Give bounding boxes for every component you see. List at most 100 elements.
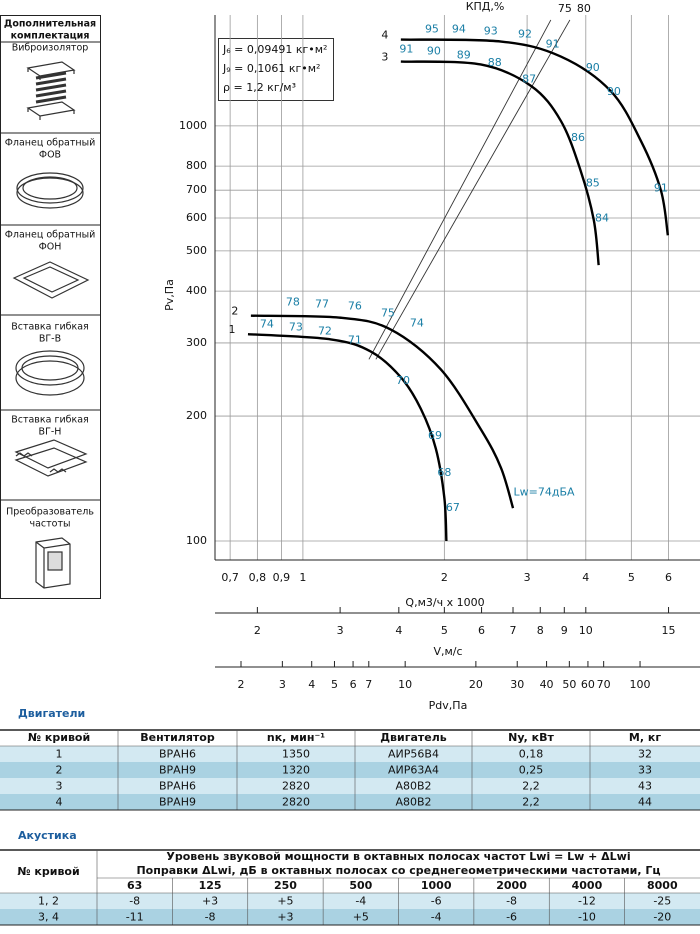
- table-cell: -4: [431, 911, 442, 924]
- secondary-tick-label: 10: [398, 678, 412, 691]
- table-row: [0, 893, 700, 909]
- table-header: Вентилятор: [140, 731, 215, 744]
- efficiency-label: 94: [452, 23, 466, 36]
- efficiency-label: 74: [410, 317, 424, 330]
- annotation: Lw=74дБА: [514, 485, 575, 498]
- efficiency-label: 91: [654, 181, 668, 194]
- secondary-axis-title: Pdv,Па: [429, 699, 468, 712]
- secondary-tick-label: 7: [365, 678, 372, 691]
- guide-line: [368, 19, 552, 360]
- y-tick-label: 1000: [179, 119, 207, 132]
- table-header: 1000: [421, 879, 452, 892]
- x-tick-label: 5: [628, 571, 635, 584]
- secondary-axis-title: V,м/с: [433, 645, 462, 658]
- icon-insert-vgn: [14, 439, 88, 477]
- secondary-tick-label: 2: [238, 678, 245, 691]
- table-cell: +5: [353, 911, 369, 924]
- table-cell: 2820: [282, 796, 310, 809]
- curve: [400, 60, 600, 266]
- icon-flange-fov: [16, 172, 84, 209]
- efficiency-label: 95: [425, 23, 439, 36]
- secondary-tick-label: 20: [469, 678, 483, 691]
- efficiency-label: 92: [518, 28, 532, 41]
- secondary-tick-label: 7: [510, 624, 517, 637]
- table-header: 250: [274, 879, 297, 892]
- table-header: 500: [349, 879, 372, 892]
- table-cell: -8: [205, 911, 216, 924]
- y-tick-label: 300: [186, 336, 207, 349]
- efficiency-label: 77: [315, 298, 329, 311]
- table-header: 4000: [572, 879, 603, 892]
- table-cell: А80В2: [395, 796, 431, 809]
- table-cell: 4: [56, 796, 63, 809]
- table-cell: 44: [638, 796, 652, 809]
- table-row: [0, 762, 700, 778]
- table-header: Двигатель: [380, 731, 447, 744]
- efficiency-label: 85: [586, 176, 600, 189]
- y-tick-label: 200: [186, 409, 207, 422]
- table-cell: -12: [578, 895, 596, 908]
- y-tick-label: 700: [186, 183, 207, 196]
- table-header: Поправки ΔLwi, дБ в октавных полосах со …: [136, 864, 660, 877]
- x-tick-label: 0,7: [221, 571, 239, 584]
- efficiency-label: 78: [286, 296, 300, 309]
- info-line: ρ = 1,2 кг/м³: [223, 81, 296, 94]
- sidebar-item-label: ФОВ: [39, 150, 61, 161]
- y-tick-label: 600: [186, 211, 207, 224]
- table-cell: 1350: [282, 748, 310, 761]
- curve-label: 3: [381, 51, 388, 64]
- table-cell: -4: [355, 895, 366, 908]
- table-row: [0, 778, 700, 794]
- sidebar-item-label: частоты: [29, 519, 70, 530]
- table-cell: 1320: [282, 764, 310, 777]
- x-tick-label: 4: [582, 571, 589, 584]
- table-cell: +3: [277, 911, 293, 924]
- table-row: [0, 909, 700, 925]
- table-cell: А80В2: [395, 780, 431, 793]
- efficiency-label: 84: [595, 211, 609, 224]
- info-line: J₉ = 0,1061 кг•м²: [222, 62, 320, 75]
- table-header: 2000: [496, 879, 527, 892]
- efficiency-label: 72: [318, 324, 332, 337]
- secondary-tick-label: 50: [562, 678, 576, 691]
- x-tick-label: 0,8: [249, 571, 267, 584]
- table-cell: 32: [638, 748, 652, 761]
- table-cell: -8: [506, 895, 517, 908]
- table-row: [0, 794, 700, 810]
- table-cell: ВРАН9: [159, 764, 196, 777]
- guide-line: [375, 19, 571, 360]
- secondary-tick-label: 8: [537, 624, 544, 637]
- sidebar-title: Дополнительная: [4, 19, 96, 30]
- sidebar-item-label: Преобразователь: [6, 507, 94, 518]
- sidebar-item-label: ВГ-Н: [39, 427, 62, 438]
- secondary-tick-label: 4: [308, 678, 315, 691]
- table-cell: 3: [56, 780, 63, 793]
- secondary-tick-label: 3: [337, 624, 344, 637]
- table-header: № кривой: [17, 865, 79, 878]
- secondary-tick-label: 6: [350, 678, 357, 691]
- icon-flange-fon: [12, 261, 90, 299]
- secondary-tick-label: 30: [510, 678, 524, 691]
- curve: [400, 38, 670, 236]
- icon-frequency-converter: [35, 537, 71, 589]
- efficiency-label: 86: [571, 131, 585, 144]
- icon-vibration-isolator: [26, 61, 76, 120]
- table-cell: 2: [56, 764, 63, 777]
- table-cell: +3: [202, 895, 218, 908]
- x-tick-label: 1: [299, 571, 306, 584]
- efficiency-label: 91: [399, 42, 413, 55]
- secondary-tick-label: 70: [597, 678, 611, 691]
- efficiency-label: 91: [546, 37, 560, 50]
- y-tick-label: 500: [186, 244, 207, 257]
- table-header: № кривой: [28, 731, 90, 744]
- table-cell: 43: [638, 780, 652, 793]
- curve-label: 1: [228, 323, 235, 336]
- x-tick-label: 0,9: [273, 571, 291, 584]
- table-cell: АИР63А4: [388, 764, 439, 777]
- table-cell: АИР56В4: [388, 748, 439, 761]
- efficiency-label: 87: [522, 72, 536, 85]
- info-box: [218, 38, 334, 101]
- table-cell: 2,2: [522, 796, 540, 809]
